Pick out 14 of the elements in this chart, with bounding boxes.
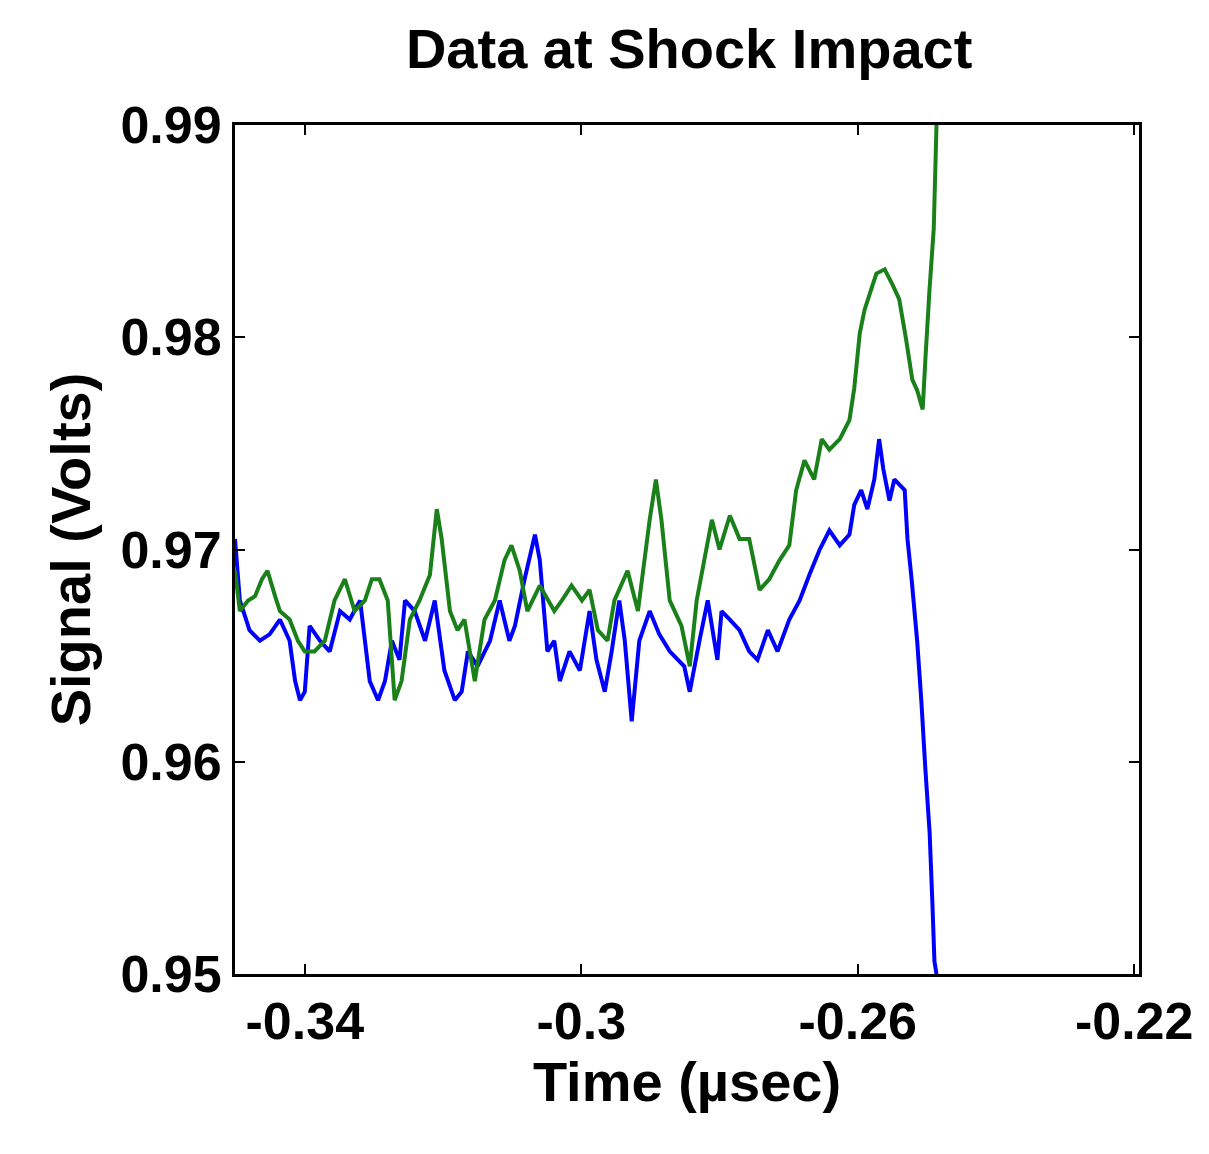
- y-tick-label: 0.95: [120, 945, 222, 1004]
- y-tick-label: 0.99: [120, 96, 222, 155]
- x-tick-label: -0.22: [1074, 992, 1194, 1051]
- line-series: [235, 437, 939, 974]
- y-tick-label: 0.97: [120, 520, 222, 579]
- chart-title: Data at Shock Impact: [405, 17, 973, 81]
- line-series: [235, 125, 939, 703]
- x-tick-label: -0.34: [245, 992, 365, 1051]
- x-tick-label: -0.3: [536, 992, 627, 1051]
- x-tick-label: -0.26: [798, 992, 917, 1051]
- y-tick-label: 0.96: [120, 732, 222, 791]
- x-axis-title: Time (µsec): [532, 1050, 842, 1114]
- y-axis-title: Signal (Volts): [39, 372, 103, 727]
- y-tick-label: 0.98: [120, 308, 222, 367]
